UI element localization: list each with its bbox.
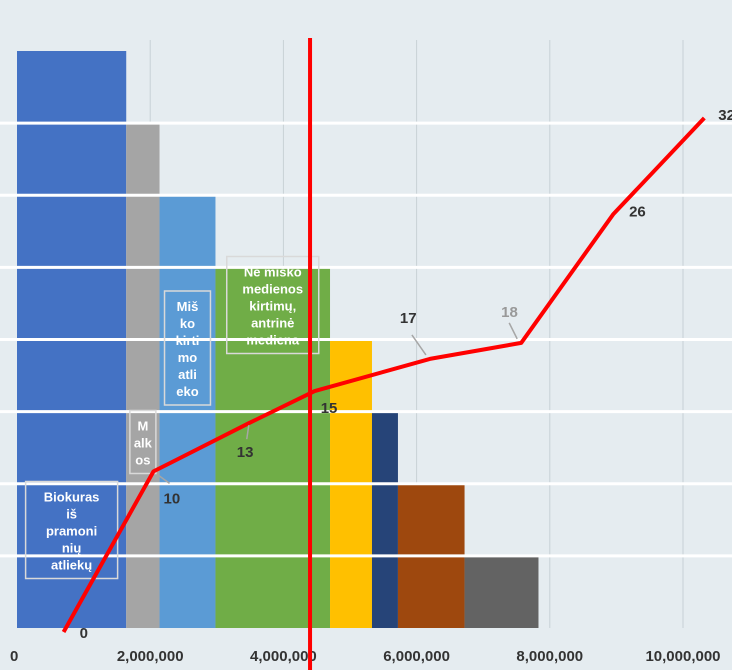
- segment-label-2-line-2: alk: [134, 436, 153, 451]
- segment-label-3-line-4: mo: [178, 350, 198, 365]
- segment-label-3-line-3: kirti: [176, 333, 200, 348]
- segment-label-1-line-3: pramoni: [46, 524, 97, 539]
- segment-label-4-line-1: Ne miško: [244, 265, 302, 280]
- cost-curve-label-4: 13: [237, 444, 254, 461]
- segment-label-box-4: [225, 255, 320, 355]
- segment-label-3-line-1: Miš: [177, 299, 199, 314]
- cost-label-leader-6: [411, 334, 427, 356]
- bar-segment-6: [371, 411, 398, 628]
- segment-label-1-line-2: iš: [66, 507, 77, 522]
- segment-label-box-2: [129, 409, 157, 475]
- segment-label-4-line-5: mediena: [246, 333, 300, 348]
- bar-segment-2: [126, 123, 160, 628]
- cost-curve-label-8: 26: [629, 203, 646, 220]
- x-tick-label-0: 0: [10, 648, 18, 665]
- cost-label-leader-2: [158, 474, 170, 484]
- cost-curve-label-5: 15: [321, 400, 338, 417]
- x-tick-label-1: 2,000,000: [117, 648, 184, 665]
- segment-label-4-line-3: kirtimų,: [249, 299, 296, 314]
- cost-curve-label-0: 0: [80, 625, 88, 642]
- cost-curve-label-2: 10: [164, 490, 181, 507]
- segment-label-3-line-2: ko: [180, 316, 195, 331]
- cost-curve: 0 10 13 15 17 18 26 32: [61, 38, 732, 670]
- segment-label-3-line-6: eko: [176, 384, 198, 399]
- cost-curve-label-7: 18: [501, 304, 518, 321]
- segment-label-1-line-5: atliekų: [51, 558, 92, 573]
- segment-label-2-line-1: M: [137, 419, 148, 434]
- segment-label-3-line-5: atli: [178, 367, 197, 382]
- segment-label-1-line-4: nių: [62, 541, 82, 556]
- segment-label-2-line-3: os: [135, 453, 150, 468]
- bar-segment-8: [464, 555, 539, 628]
- segment-label-4-line-4: antrinė: [251, 316, 294, 331]
- x-tick-label-4: 8,000,000: [516, 648, 583, 665]
- bar-segments: [0, 51, 732, 628]
- x-axis-ticks: 0 2,000,000 4,000,000 6,000,000 8,000,000 10,…: [10, 648, 721, 665]
- cost-curve-label-9: 32: [718, 107, 732, 124]
- x-tick-label-2: 4,000,000: [250, 648, 317, 665]
- x-tick-label-3: 6,000,000: [383, 648, 450, 665]
- cost-curve-line: [61, 116, 706, 633]
- segment-label-1-line-1: Biokuras: [44, 490, 100, 505]
- cost-curve-label-6: 17: [400, 310, 417, 327]
- segment-label-4-line-2: medienos: [242, 282, 303, 297]
- x-tick-label-5: 10,000,000: [645, 648, 720, 665]
- cost-label-leader-4: [246, 425, 250, 440]
- cost-label-leader-7: [508, 322, 518, 340]
- segment-label-box-3: [163, 290, 212, 406]
- segment-label-box-1: [24, 480, 119, 580]
